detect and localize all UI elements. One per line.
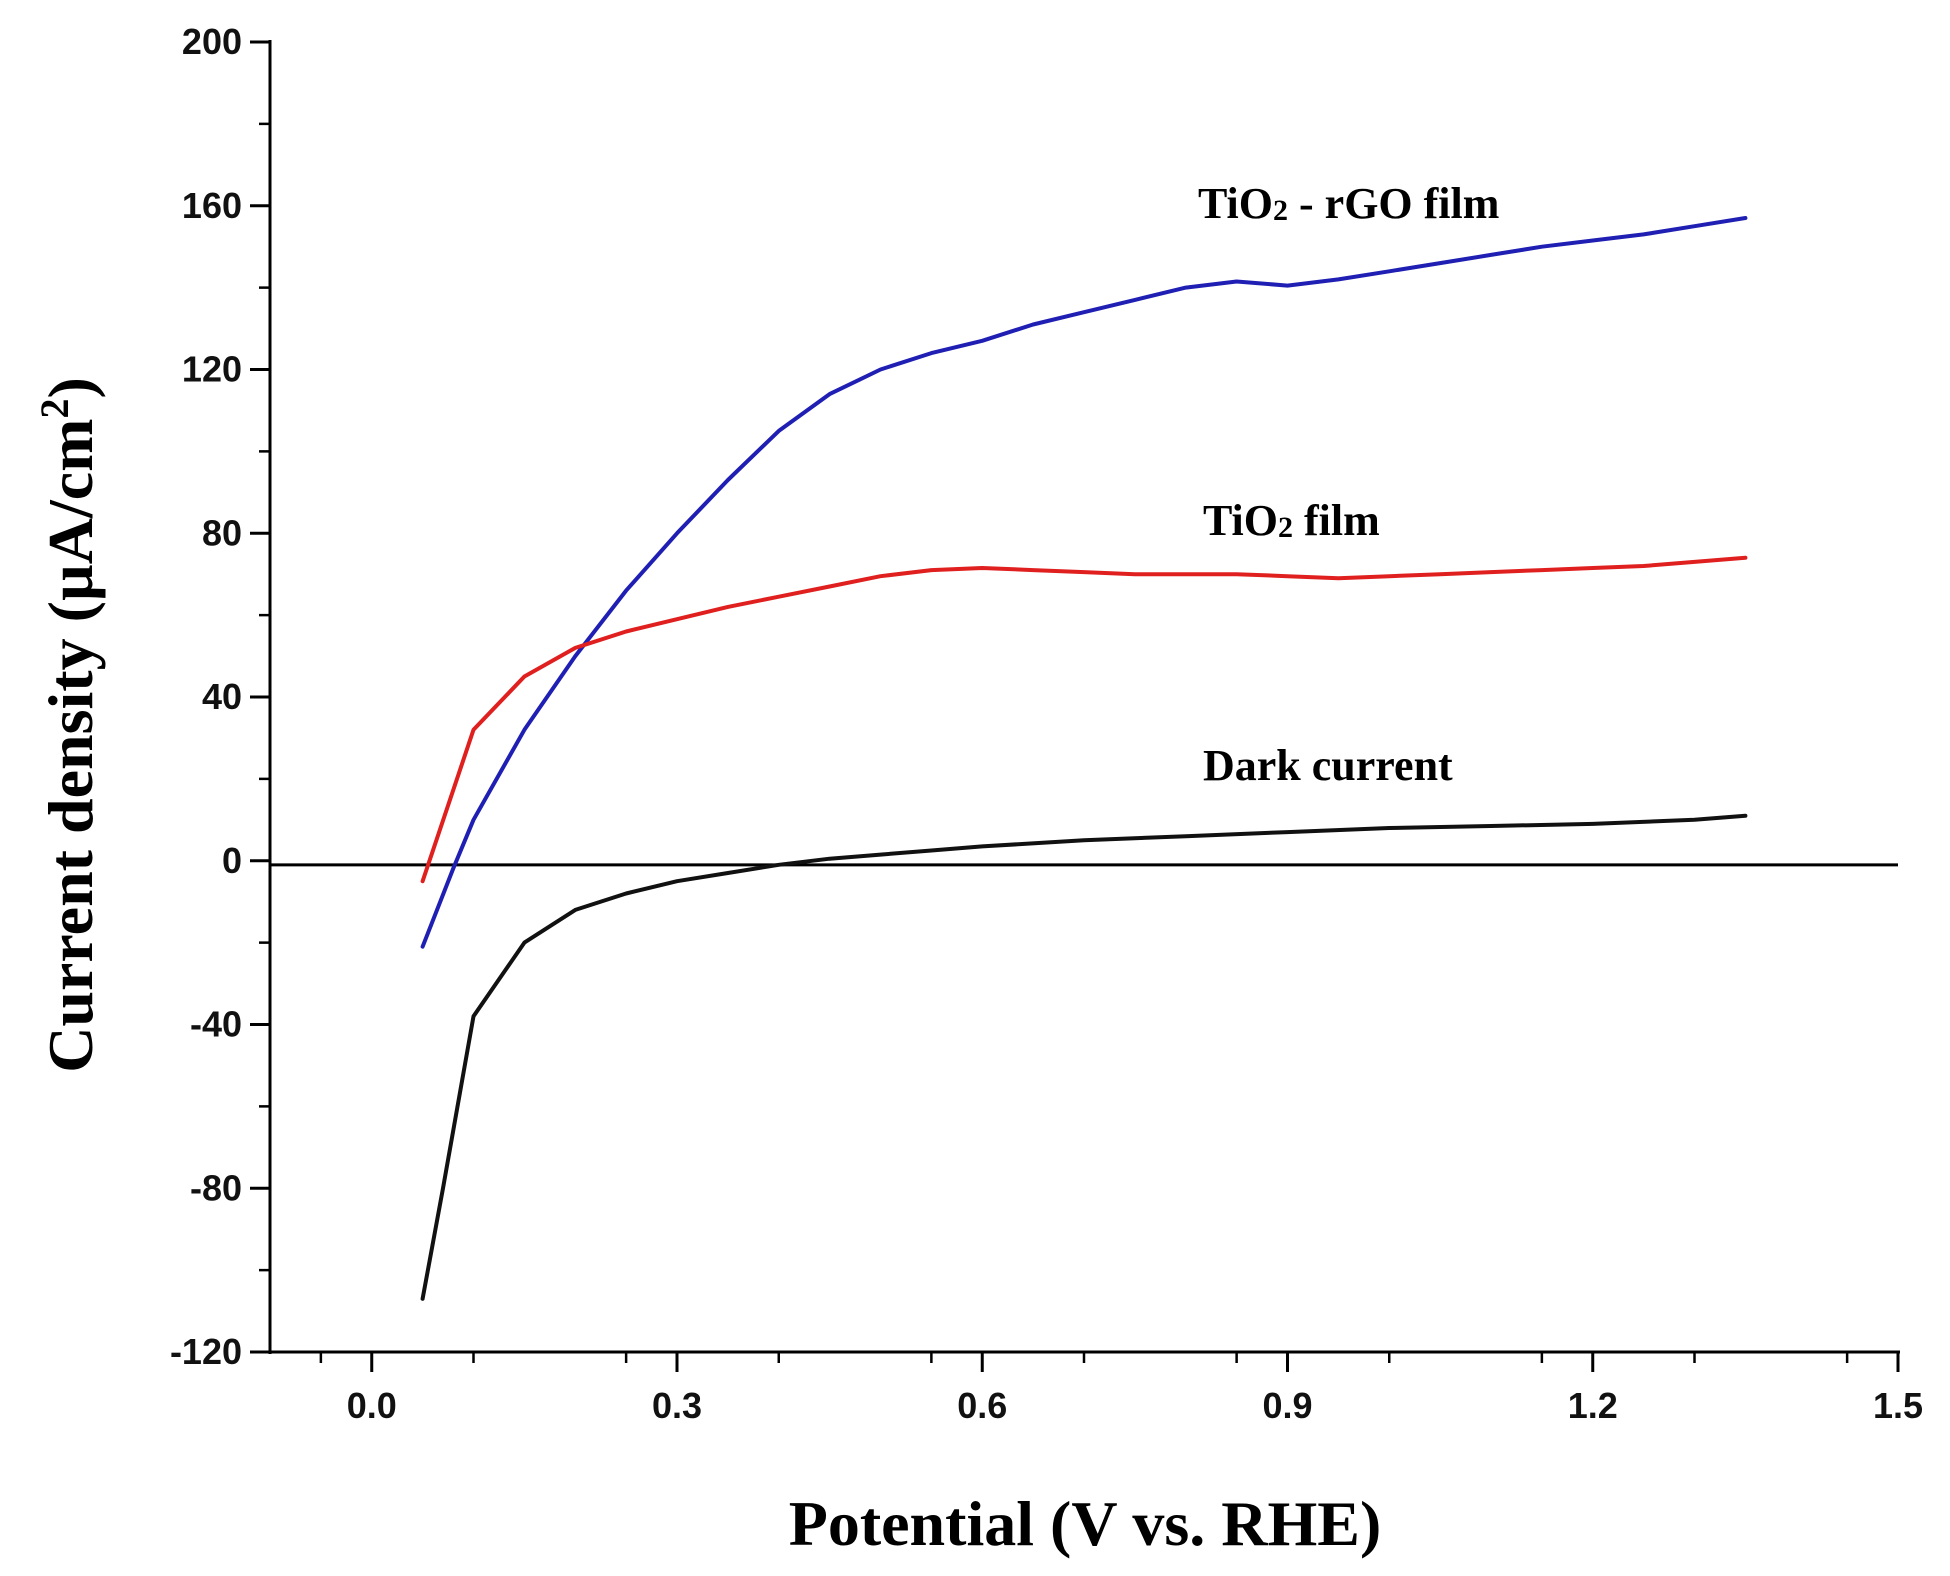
x-tick-label: 0.0 — [347, 1385, 397, 1426]
labels: Potential (V vs. RHE) Current density (µ… — [32, 179, 1499, 1559]
y-tick-label: -40 — [190, 1004, 242, 1045]
y-axis-title-superscript: 2 — [32, 399, 77, 419]
y-tick-label: 80 — [202, 512, 242, 553]
series-label-tio2-rgo: TiO2 - rGO film — [1198, 179, 1499, 228]
y-tick-label: -80 — [190, 1167, 242, 1208]
y-tick-label: 160 — [182, 185, 242, 226]
y-axis-title-close: ) — [35, 377, 106, 398]
x-tick-label: 1.2 — [1568, 1385, 1618, 1426]
series-line-dark-current — [420, 813, 1748, 1301]
y-tick-label: 200 — [182, 21, 242, 62]
x-tick-label: 0.6 — [957, 1385, 1007, 1426]
y-tick-label: -120 — [170, 1331, 242, 1372]
y-axis-title-main: Current density (µA/cm — [35, 419, 106, 1073]
series-lines — [420, 216, 1748, 1301]
y-tick-label: 40 — [202, 676, 242, 717]
y-tick-label: 120 — [182, 349, 242, 390]
axes: 200 160 120 80 40 0 -40 -80 -120 0.0 0.3 0.6 0.9 1.2 1… — [170, 21, 1923, 1426]
x-tick-label: 1.5 — [1873, 1385, 1923, 1426]
y-tick-label: 0 — [222, 840, 242, 881]
x-tick-label: 0.3 — [652, 1385, 702, 1426]
series-line-tio2-rgo — [420, 216, 1748, 949]
series-label-tio2: TiO2 film — [1203, 496, 1380, 545]
x-tick-label: 0.9 — [1262, 1385, 1312, 1426]
x-axis-title: Potential (V vs. RHE) — [789, 1488, 1382, 1559]
series-line-tio2 — [420, 555, 1748, 884]
y-axis-title: Current density (µA/cm2) — [32, 377, 106, 1073]
series-label-dark-current: Dark current — [1203, 741, 1453, 790]
